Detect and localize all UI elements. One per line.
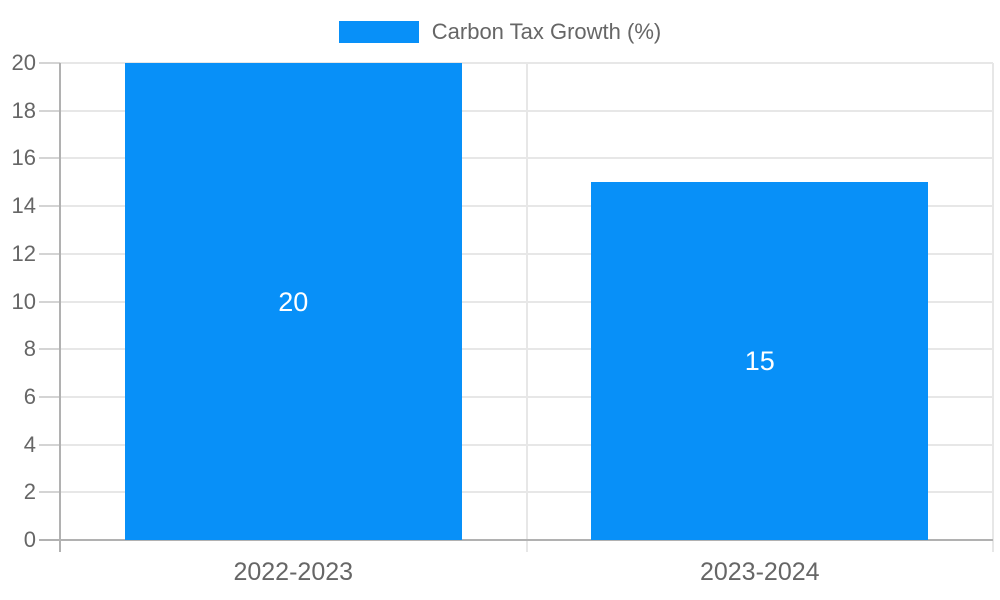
y-tick-label: 0 — [23, 527, 36, 552]
y-axis-tick — [39, 252, 60, 255]
y-axis-tick — [39, 62, 60, 64]
y-tick-label: 18 — [11, 97, 36, 123]
y-axis-tick — [39, 157, 60, 160]
x-tick-label: 2023-2024 — [699, 558, 820, 586]
y-axis-tick — [39, 491, 60, 494]
y-tick-label: 12 — [11, 240, 36, 266]
y-axis-tick — [39, 443, 60, 446]
bar-value-label: 20 — [278, 286, 309, 317]
y-axis-tick — [39, 109, 60, 112]
y-tick-label: 10 — [11, 288, 36, 314]
bar[interactable] — [124, 63, 462, 540]
legend-swatch — [338, 21, 419, 43]
y-axis-tick — [39, 300, 60, 303]
y-tick-label: 6 — [23, 383, 36, 409]
y-tick-label: 8 — [23, 336, 36, 362]
y-axis-tick — [39, 348, 60, 351]
y-tick-label: 14 — [11, 193, 36, 219]
x-axis-line — [60, 539, 993, 541]
y-axis-tick — [39, 539, 60, 541]
legend-label: Carbon Tax Growth (%) — [431, 19, 662, 44]
legend[interactable]: Carbon Tax Growth (%) — [0, 19, 1000, 44]
y-axis-tick — [39, 395, 60, 398]
bar[interactable] — [591, 182, 929, 540]
y-tick-label: 20 — [11, 50, 36, 75]
y-axis-tick — [39, 205, 60, 208]
y-tick-label: 4 — [23, 431, 36, 457]
y-axis-line — [59, 63, 61, 552]
x-tick-label: 2022-2023 — [233, 558, 354, 586]
bar-value-label: 15 — [744, 346, 775, 377]
gridline-v — [992, 63, 994, 552]
y-tick-label: 2 — [23, 479, 36, 505]
gridline-v — [525, 63, 528, 552]
y-tick-label: 16 — [11, 145, 36, 171]
